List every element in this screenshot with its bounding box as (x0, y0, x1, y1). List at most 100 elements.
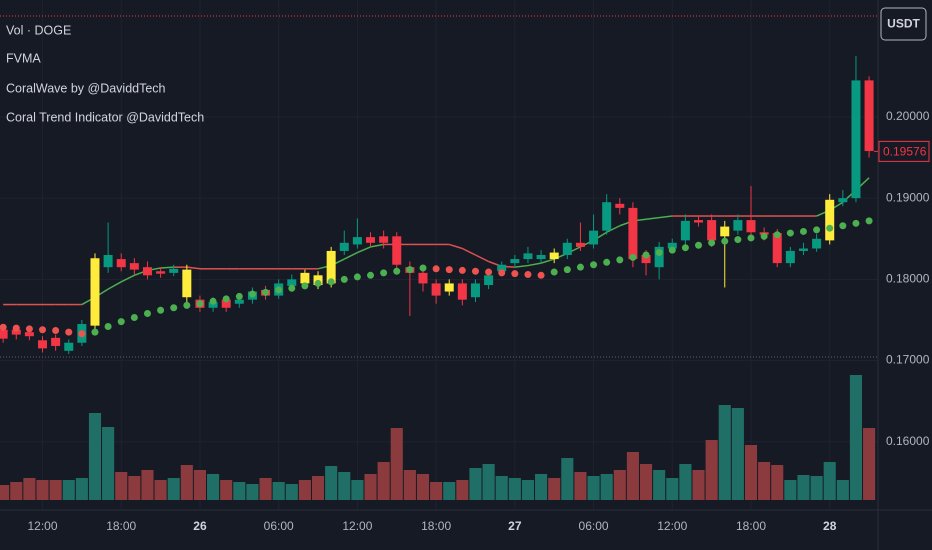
candle-body (864, 80, 874, 152)
x-tick-label: 12:00 (342, 519, 372, 533)
volume-bar (220, 480, 233, 500)
coralwave-dot (616, 256, 624, 264)
x-tick-label: 18:00 (421, 519, 451, 533)
coralwave-dot (445, 266, 453, 274)
volume-bar (259, 478, 272, 500)
coralwave-dot (563, 266, 571, 274)
candle-body (484, 275, 494, 286)
volume-bar (692, 470, 705, 500)
currency-label[interactable]: USDT (887, 17, 920, 31)
coralwave-dot (78, 330, 86, 338)
volume-bar (797, 475, 810, 500)
coralwave-dot (826, 224, 834, 232)
fvma-line (107, 281, 122, 290)
volume-bar (469, 468, 482, 500)
volume-bar (377, 462, 390, 500)
candle-body (24, 332, 34, 337)
coralwave-dot (301, 282, 309, 290)
volume-bar (285, 484, 298, 500)
candle-body (339, 242, 349, 251)
volume-bar (784, 480, 797, 500)
candle-body (287, 279, 297, 286)
volume-bar (430, 482, 443, 500)
volume-bar (600, 474, 613, 500)
coralwave-dot (419, 264, 427, 272)
candle-body (641, 255, 651, 264)
volume-bar (587, 476, 600, 500)
volume-bar (731, 408, 744, 500)
volume-bar (849, 375, 863, 500)
fvma-line (527, 262, 542, 267)
coralwave-dot (813, 226, 821, 234)
fvma-line (120, 274, 135, 283)
candle-body (772, 233, 782, 264)
y-tick-label: 0.19000 (886, 190, 930, 204)
volume-bar (508, 478, 521, 500)
candle-body (129, 263, 139, 270)
coralwave-dot (511, 270, 519, 278)
candle-body (156, 271, 166, 274)
fvma-line (606, 225, 621, 233)
coralwave-dot (629, 253, 637, 261)
volume-bar (456, 480, 469, 500)
volume-bar (613, 470, 626, 500)
coralwave-dot (209, 297, 217, 305)
fvma-line (659, 215, 673, 219)
volume-bar (62, 480, 75, 500)
coralwave-dot (550, 268, 558, 276)
volume-bar (128, 476, 141, 500)
volume-bar (233, 482, 246, 500)
coralwave-dot (262, 288, 270, 296)
coralwave-dot (248, 290, 256, 298)
candle-body (536, 255, 546, 260)
coralwave-dot (695, 241, 703, 249)
last-price-label: 0.19576 (883, 145, 927, 159)
currency-button[interactable] (880, 7, 927, 41)
candle-body (366, 237, 376, 243)
coralwave-dot (117, 318, 125, 326)
coralwave-dot (183, 301, 191, 309)
candle-body (470, 283, 480, 298)
candle-body (142, 267, 152, 276)
volume-bar (705, 440, 718, 500)
candle-body (589, 230, 599, 245)
candle-body (680, 220, 690, 241)
coralwave-dot (865, 217, 873, 225)
volume-bar (351, 480, 364, 500)
volume-bar (836, 480, 849, 500)
coralwave-dot (786, 229, 794, 237)
candle-body (720, 226, 730, 237)
candle-body (667, 242, 677, 249)
coralwave-dot (222, 295, 230, 303)
fvma-line (462, 247, 476, 256)
coralwave-dot (130, 314, 138, 322)
coralwave-dot (170, 304, 178, 312)
volume-bar (115, 472, 128, 500)
fvma-line (186, 266, 201, 270)
candle-body (694, 220, 704, 223)
candle-body (182, 269, 192, 298)
candle-body (352, 237, 362, 245)
candle-body (785, 250, 795, 264)
volume-bar (207, 474, 220, 500)
candle-body (392, 236, 402, 265)
volume-bar (823, 462, 836, 500)
coralwave-dot (839, 222, 847, 230)
volume-bar (298, 480, 311, 500)
volume-bar (574, 472, 587, 500)
coralwave-dot (143, 309, 151, 317)
coralwave-dot (537, 271, 545, 279)
candle-body (497, 264, 507, 272)
candle-body (379, 236, 389, 243)
x-tick-label: 28 (823, 519, 837, 533)
volume-bar (154, 480, 167, 500)
volume-bar (679, 464, 692, 500)
volume-bar (416, 474, 430, 500)
coralwave-dot (603, 258, 611, 266)
candle-body (628, 207, 638, 260)
volume-bar (75, 478, 88, 500)
volume-bar (758, 462, 771, 500)
volume-bar (443, 482, 456, 500)
volume-bar (88, 413, 102, 500)
